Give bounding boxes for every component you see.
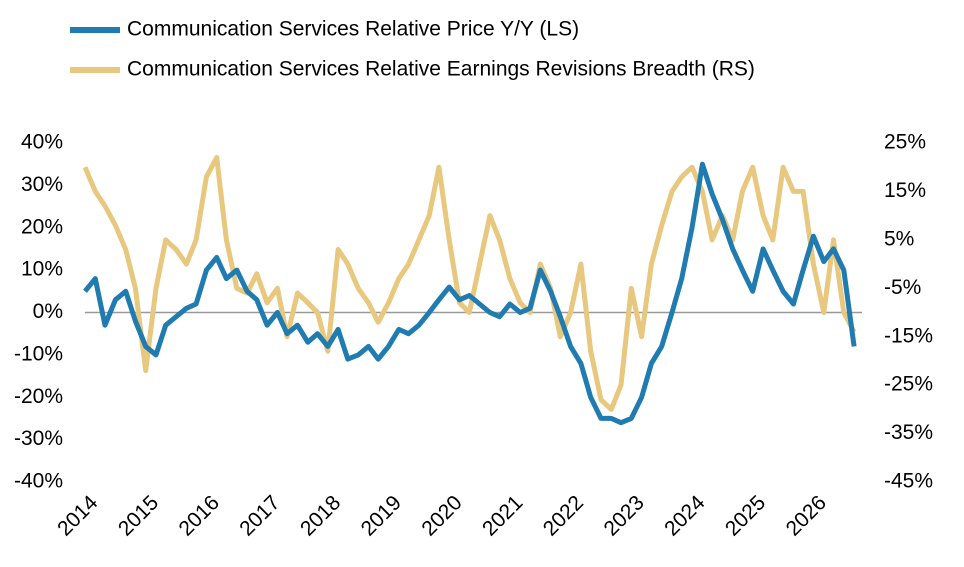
y-tick-label: -10% — [14, 342, 63, 365]
y2-tick-label: -45% — [884, 470, 933, 493]
y2-tick-label: -5% — [884, 276, 921, 299]
y-tick-label: 30% — [21, 173, 63, 196]
y2-tick-label: 25% — [884, 131, 926, 154]
x-tick-label: 2017 — [235, 491, 284, 540]
x-tick-label: 2015 — [114, 491, 163, 540]
y-tick-label: -20% — [14, 385, 63, 408]
x-tick-label: 2018 — [296, 491, 345, 540]
x-tick-label: 2016 — [175, 491, 224, 540]
y-tick-label: -30% — [14, 427, 63, 450]
y-tick-label: -40% — [14, 470, 63, 493]
legend-label: Communication Services Relative Price Y/… — [127, 18, 579, 41]
x-tick-label: 2025 — [721, 491, 770, 540]
x-tick-label: 2023 — [599, 491, 648, 540]
y2-tick-label: 15% — [884, 179, 926, 202]
series-line — [83, 161, 857, 426]
y-tick-label: 20% — [21, 215, 63, 238]
x-tick-label: 2022 — [539, 491, 588, 540]
y-tick-label: 40% — [21, 131, 63, 154]
y-tick-label: 0% — [33, 300, 63, 323]
y2-tick-label: -15% — [884, 324, 933, 347]
x-tick-label: 2014 — [53, 491, 103, 541]
x-tick-label: 2020 — [417, 491, 466, 540]
x-tick-label: 2026 — [782, 491, 831, 540]
x-tick-label: 2021 — [478, 491, 527, 540]
y2-tick-label: -35% — [884, 421, 933, 444]
y2-tick-label: -25% — [884, 373, 933, 396]
y2-tick-label: 5% — [884, 227, 914, 250]
y-tick-label: 10% — [21, 258, 63, 281]
legend-label: Communication Services Relative Earnings… — [127, 58, 755, 81]
x-tick-label: 2019 — [357, 491, 406, 540]
x-tick-label: 2024 — [660, 491, 710, 541]
